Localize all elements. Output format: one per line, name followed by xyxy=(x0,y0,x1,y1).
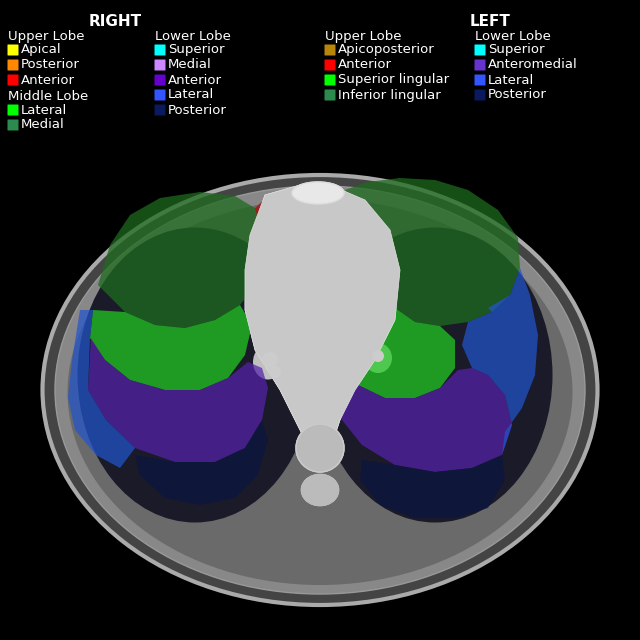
Ellipse shape xyxy=(301,474,339,506)
Circle shape xyxy=(372,350,384,362)
Text: Lateral: Lateral xyxy=(21,104,67,116)
FancyBboxPatch shape xyxy=(8,74,19,86)
FancyBboxPatch shape xyxy=(474,74,486,86)
Polygon shape xyxy=(88,338,268,462)
Text: Medial: Medial xyxy=(21,118,65,131)
Polygon shape xyxy=(462,268,538,455)
Ellipse shape xyxy=(253,344,283,380)
Text: Posterior: Posterior xyxy=(21,58,80,72)
Text: Anterior: Anterior xyxy=(338,58,392,72)
FancyBboxPatch shape xyxy=(324,45,335,56)
Text: Anteromedial: Anteromedial xyxy=(488,58,578,72)
Text: Lateral: Lateral xyxy=(488,74,534,86)
Text: Medial: Medial xyxy=(168,58,212,72)
Ellipse shape xyxy=(296,424,344,472)
Ellipse shape xyxy=(67,199,573,585)
Text: Middle Lobe: Middle Lobe xyxy=(8,90,88,103)
Text: LEFT: LEFT xyxy=(470,14,511,29)
Polygon shape xyxy=(255,190,315,240)
Circle shape xyxy=(262,352,278,368)
Text: Superior: Superior xyxy=(168,44,225,56)
FancyBboxPatch shape xyxy=(154,60,166,70)
Text: Posterior: Posterior xyxy=(168,104,227,116)
Text: Upper Lobe: Upper Lobe xyxy=(8,30,84,43)
Text: Apicoposterior: Apicoposterior xyxy=(338,44,435,56)
Polygon shape xyxy=(245,185,400,450)
Ellipse shape xyxy=(317,227,552,522)
Text: Lateral: Lateral xyxy=(168,88,214,102)
FancyBboxPatch shape xyxy=(474,45,486,56)
FancyBboxPatch shape xyxy=(474,60,486,70)
Polygon shape xyxy=(135,420,268,505)
FancyBboxPatch shape xyxy=(8,120,19,131)
Ellipse shape xyxy=(292,182,344,204)
FancyBboxPatch shape xyxy=(8,60,19,70)
FancyBboxPatch shape xyxy=(154,74,166,86)
Text: RIGHT: RIGHT xyxy=(88,14,141,29)
Ellipse shape xyxy=(77,227,312,522)
Text: Superior: Superior xyxy=(488,44,545,56)
Polygon shape xyxy=(68,310,135,468)
FancyBboxPatch shape xyxy=(324,74,335,86)
Text: Apical: Apical xyxy=(21,44,61,56)
Text: Posterior: Posterior xyxy=(488,88,547,102)
Text: Lower Lobe: Lower Lobe xyxy=(155,30,231,43)
Ellipse shape xyxy=(55,186,585,594)
Ellipse shape xyxy=(301,474,339,506)
Polygon shape xyxy=(360,455,505,518)
Ellipse shape xyxy=(276,319,314,361)
Text: Inferior lingular: Inferior lingular xyxy=(338,88,441,102)
FancyBboxPatch shape xyxy=(8,45,19,56)
FancyBboxPatch shape xyxy=(8,104,19,115)
Text: Lower Lobe: Lower Lobe xyxy=(475,30,551,43)
Polygon shape xyxy=(245,185,400,450)
FancyBboxPatch shape xyxy=(324,90,335,100)
Text: Anterior: Anterior xyxy=(168,74,222,86)
Circle shape xyxy=(269,366,281,378)
Polygon shape xyxy=(345,178,520,326)
Ellipse shape xyxy=(276,319,314,361)
Text: Upper Lobe: Upper Lobe xyxy=(325,30,401,43)
Text: Anterior: Anterior xyxy=(21,74,75,86)
Polygon shape xyxy=(90,305,252,390)
Text: Superior lingular: Superior lingular xyxy=(338,74,449,86)
FancyBboxPatch shape xyxy=(154,90,166,100)
FancyBboxPatch shape xyxy=(154,45,166,56)
Polygon shape xyxy=(328,328,512,472)
FancyBboxPatch shape xyxy=(474,90,486,100)
Polygon shape xyxy=(98,192,268,328)
Polygon shape xyxy=(332,228,455,398)
Ellipse shape xyxy=(364,343,392,373)
Ellipse shape xyxy=(292,182,344,204)
Ellipse shape xyxy=(42,175,598,605)
FancyBboxPatch shape xyxy=(324,60,335,70)
FancyBboxPatch shape xyxy=(154,104,166,115)
Ellipse shape xyxy=(296,424,344,472)
